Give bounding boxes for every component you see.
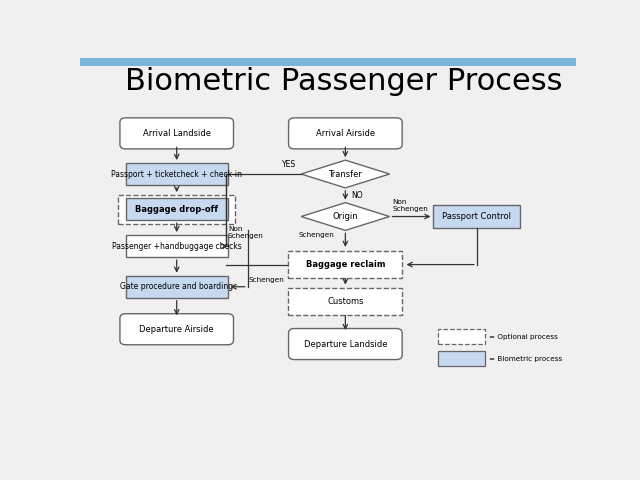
Bar [433, 205, 520, 228]
Bar [126, 163, 228, 185]
Text: NO: NO [351, 191, 363, 200]
Polygon shape [301, 203, 390, 230]
Text: Non
Schengen: Non Schengen [392, 199, 428, 212]
Text: Passport Control: Passport Control [442, 212, 511, 221]
Bar [289, 288, 403, 315]
Text: Customs: Customs [327, 297, 364, 306]
Text: Arrival Landside: Arrival Landside [143, 129, 211, 138]
Text: Gate procedure and boarding: Gate procedure and boarding [120, 282, 234, 291]
Text: Transfer: Transfer [328, 169, 362, 179]
Text: YES: YES [282, 160, 296, 169]
FancyBboxPatch shape [289, 118, 402, 149]
Bar [289, 251, 403, 278]
Polygon shape [301, 160, 390, 188]
Bar [118, 195, 235, 224]
Bar [438, 351, 486, 366]
Bar [126, 276, 228, 298]
Bar [80, 58, 576, 66]
Text: Departure Airside: Departure Airside [140, 325, 214, 334]
Text: Departure Landside: Departure Landside [303, 339, 387, 348]
Text: Schengen: Schengen [299, 232, 335, 238]
Text: Passenger +handbuggage checks: Passenger +handbuggage checks [112, 241, 241, 251]
Text: Baggage drop-off: Baggage drop-off [135, 204, 218, 214]
Text: Origin: Origin [333, 212, 358, 221]
Text: Baggage reclaim: Baggage reclaim [306, 260, 385, 269]
Text: = Biometric process: = Biometric process [490, 356, 563, 362]
Text: Biometric Passenger Process: Biometric Passenger Process [125, 67, 562, 96]
Text: = Optional process: = Optional process [490, 334, 558, 340]
FancyBboxPatch shape [120, 314, 234, 345]
Text: Passport + ticketcheck + check-in: Passport + ticketcheck + check-in [111, 169, 242, 179]
Bar [126, 235, 228, 257]
FancyBboxPatch shape [120, 118, 234, 149]
Text: Schengen: Schengen [249, 277, 284, 283]
Text: Non
Schengen: Non Schengen [228, 226, 264, 239]
Bar [126, 198, 228, 220]
FancyBboxPatch shape [289, 328, 402, 360]
Text: Arrival Airside: Arrival Airside [316, 129, 375, 138]
Bar [438, 329, 486, 344]
